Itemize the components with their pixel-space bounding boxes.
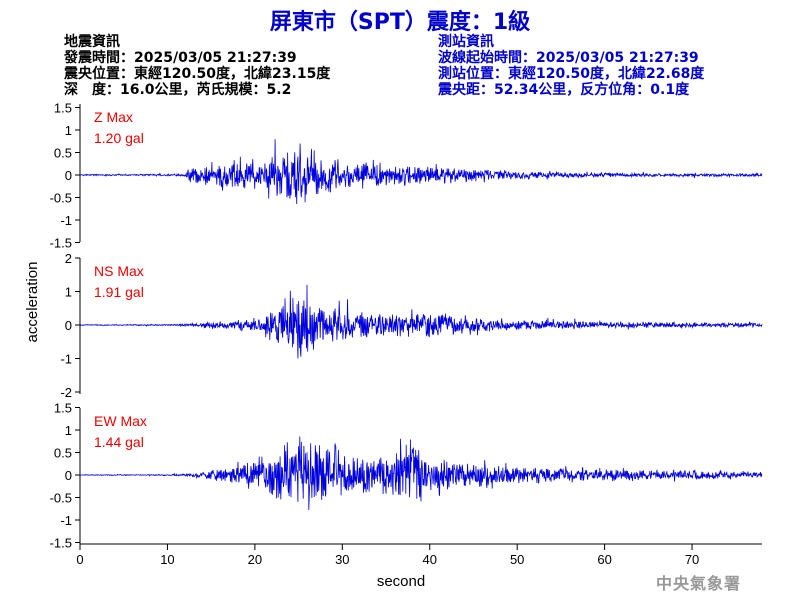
max-value-z: 1.20 gal xyxy=(94,130,144,146)
y-tick-label-z: -1 xyxy=(60,213,72,228)
y-axis-label: acceleration xyxy=(24,262,41,343)
y-tick-label-ew: -0.5 xyxy=(50,491,72,506)
x-tick-label: 40 xyxy=(423,552,437,567)
origin-time: 發震時間：2025/03/05 21:27:39 xyxy=(64,50,297,66)
max-value-ew: 1.44 gal xyxy=(94,434,144,450)
y-tick-label-z: -1.5 xyxy=(50,236,72,251)
y-tick-label-ew: 1 xyxy=(65,423,72,438)
y-tick-label-ew: -1.5 xyxy=(50,536,72,551)
x-tick-label: 70 xyxy=(685,552,699,567)
y-tick-label-ns: 1 xyxy=(65,285,72,300)
quake-info-heading: 地震資訊 xyxy=(64,34,120,50)
y-tick-label-z: 0 xyxy=(65,168,72,183)
y-tick-label-ns: 0 xyxy=(65,318,72,333)
x-tick-label: 20 xyxy=(248,552,262,567)
y-tick-label-z: 1 xyxy=(65,123,72,138)
page-title: 屏東市（SPT）震度：1級 xyxy=(269,10,531,35)
x-tick-label: 0 xyxy=(76,552,83,567)
cwa-watermark: 中央氣象署 xyxy=(656,574,742,593)
trace-ew xyxy=(79,436,763,511)
y-tick-label-ew: 1.5 xyxy=(54,401,72,416)
station-location: 測站位置：東經120.50度，北緯22.68度 xyxy=(438,66,705,82)
station-info: 測站資訊 波線起始時間：2025/03/05 21:27:39 測站位置：東經1… xyxy=(438,34,704,98)
max-label-z: Z Max xyxy=(94,109,133,125)
y-tick-label-z: 0.5 xyxy=(54,146,72,161)
y-tick-label-ns: -2 xyxy=(60,385,72,400)
epicentral-distance: 震央距：52.34公里，反方位角：0.1度 xyxy=(438,82,690,98)
max-label-ns: NS Max xyxy=(94,263,144,279)
y-tick-label-ns: 2 xyxy=(65,251,72,266)
quake-info: 地震資訊 發震時間：2025/03/05 21:27:39 震央位置：東經120… xyxy=(64,34,330,98)
y-tick-label-z: 1.5 xyxy=(54,101,72,116)
x-tick-label: 10 xyxy=(160,552,174,567)
epicenter-location: 震央位置：東經120.50度，北緯23.15度 xyxy=(64,66,331,82)
x-axis-label: second xyxy=(377,573,425,590)
y-tick-label-ew: -1 xyxy=(60,513,72,528)
x-tick-label: 60 xyxy=(597,552,611,567)
y-tick-label-z: -0.5 xyxy=(50,191,72,206)
trace-ns xyxy=(80,284,763,359)
wave-start-time: 波線起始時間：2025/03/05 21:27:39 xyxy=(438,50,699,66)
y-tick-label-ew: 0 xyxy=(65,468,72,483)
max-value-ns: 1.91 gal xyxy=(94,284,144,300)
depth-magnitude: 深 度：16.0公里，芮氏規模：5.2 xyxy=(64,82,292,98)
x-tick-label: 50 xyxy=(510,552,524,567)
x-tick-label: 30 xyxy=(335,552,349,567)
y-tick-label-ns: -1 xyxy=(60,352,72,367)
station-info-heading: 測站資訊 xyxy=(438,34,494,50)
max-label-ew: EW Max xyxy=(94,413,147,429)
y-tick-label-ew: 0.5 xyxy=(54,446,72,461)
trace-z xyxy=(79,139,763,205)
